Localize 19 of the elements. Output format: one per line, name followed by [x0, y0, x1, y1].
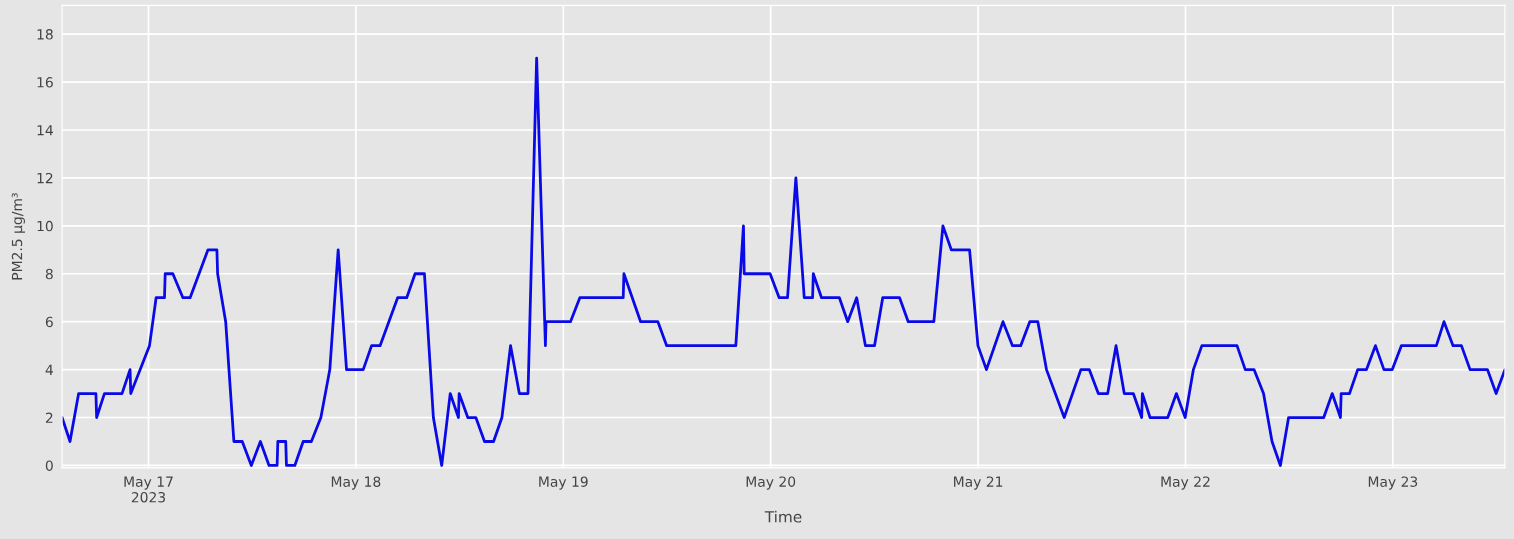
x-tick-label: May 17 2023 [124, 476, 173, 503]
x-axis-title: Time [764, 510, 802, 523]
x-tick-label: May 18 [331, 476, 381, 490]
y-tick-label: 0 [45, 460, 53, 471]
y-tick-label: 14 [37, 125, 53, 136]
x-tick-label: May 22 [1161, 476, 1210, 490]
y-tick-label: 2 [45, 412, 53, 423]
y-tick-label: 6 [45, 316, 53, 328]
y-tick-label: 16 [37, 77, 53, 88]
x-tick-label: May 20 [746, 476, 796, 490]
y-axis-title: PM2.5 µg/m³ [11, 193, 25, 280]
x-tick-label: May 21 [954, 476, 1003, 490]
y-tick-label: 18 [37, 29, 53, 40]
y-tick-label: 4 [45, 364, 53, 375]
y-tick-label: 10 [37, 220, 53, 232]
y-tick-label: 12 [37, 172, 53, 184]
y-tick-label: 8 [45, 268, 53, 280]
x-tick-label: May 19 [539, 476, 588, 490]
x-tick-label: May 23 [1368, 476, 1418, 490]
